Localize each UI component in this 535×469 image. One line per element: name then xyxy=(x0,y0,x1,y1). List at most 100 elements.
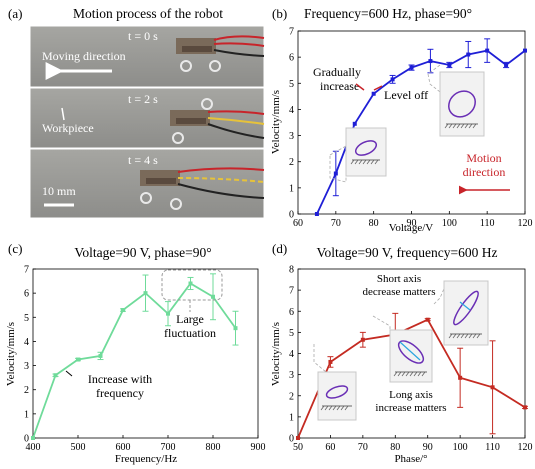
chart-d-ylabel: Velocity/mm/s xyxy=(270,322,282,386)
short-axis-marker xyxy=(459,301,471,311)
chart-c-data-point xyxy=(53,373,58,378)
photo-frame-1: t = 0 s Moving direction xyxy=(29,25,265,88)
chart-d-xtick-label: 120 xyxy=(518,442,533,453)
annotation-long-axis-2: increase matters xyxy=(375,402,446,414)
photo-frame-2: t = 2 s Workpiece xyxy=(29,87,265,149)
trajectory-inset-d1 xyxy=(313,344,357,421)
chart-c-data-point xyxy=(121,308,125,313)
workpiece-pointer xyxy=(61,107,65,121)
chart-d-xtick-label: 90 xyxy=(423,442,433,453)
chart-b-data-point xyxy=(523,48,527,53)
chart-d-ticks: 50 60 70 80 90 100 110 120 0 1 2 3 4 5 6 7 8 xyxy=(289,265,533,454)
chart-b-ytick-label: 4 xyxy=(289,105,294,116)
chart-b-ytick-label: 0 xyxy=(289,210,294,221)
panel-a-title: Motion process of the robot xyxy=(73,6,223,21)
photo-frame-3: t = 4 s 10 mm xyxy=(29,148,265,219)
chart-b-data-point xyxy=(504,62,509,67)
chart-b-xtick-label: 100 xyxy=(442,218,457,229)
chart-d-ytick-label: 1 xyxy=(289,412,294,423)
elliptical-trajectory-icon xyxy=(354,140,378,156)
chart-c-data-point xyxy=(233,326,238,331)
panel-c-label: (c) xyxy=(8,241,22,256)
annotation-large-fluctuation-2: fluctuation xyxy=(164,326,216,340)
chart-b-xtick-label: 90 xyxy=(407,218,417,229)
chart-c-data-point xyxy=(211,294,215,299)
elliptical-trajectory-icon xyxy=(453,290,479,326)
chart-d-xtick-label: 60 xyxy=(325,442,335,453)
chart-b-xtick-label: 60 xyxy=(293,218,303,229)
chart-c-xtick-label: 600 xyxy=(116,442,131,453)
chart-b-data-point xyxy=(371,91,376,96)
chart-b-ytick-label: 3 xyxy=(289,131,294,142)
chart-c-frame xyxy=(32,268,259,439)
chart-c-title: Voltage=90 V, phase=90° xyxy=(74,245,211,260)
robot-image-2 xyxy=(170,98,265,144)
chart-c-ytick-label: 2 xyxy=(24,385,29,396)
chart-d-data-point xyxy=(458,375,463,380)
trajectory-inset-b2 xyxy=(427,64,485,137)
chart-c-marks xyxy=(31,273,239,440)
chart-c-xtick-label: 900 xyxy=(251,442,266,453)
chart-c-data-point xyxy=(98,353,103,358)
chart-d-data-point xyxy=(328,359,333,364)
chart-b-data-point xyxy=(466,52,471,57)
large-fluctuation-box xyxy=(161,269,223,301)
chart-b-xtick-label: 110 xyxy=(480,218,495,229)
chart-b-data-point xyxy=(390,77,395,82)
annotation-motion-direction-1: Motion xyxy=(466,151,501,165)
chart-d-ytick-label: 7 xyxy=(289,286,294,297)
frame-2-time: t = 2 s xyxy=(128,92,158,106)
elliptical-trajectory-icon xyxy=(448,90,476,118)
annotation-level-off: Level off xyxy=(384,88,428,102)
chart-b-data-point xyxy=(428,59,433,64)
chart-d-xtick-label: 70 xyxy=(358,442,368,453)
chart-b-data-point xyxy=(314,212,319,216)
annotation-motion-direction-2: direction xyxy=(463,165,506,179)
chart-d-ytick-label: 8 xyxy=(289,265,294,276)
panel-a-label: (a) xyxy=(8,6,22,21)
chart-b-ticks: 60 70 80 90 100 110 120 0 1 2 3 4 5 6 7 xyxy=(289,27,533,230)
workpiece-label: Workpiece xyxy=(42,121,94,135)
long-axis-marker xyxy=(399,341,421,361)
chart-c-data-point xyxy=(143,291,148,296)
chart-b-ytick-label: 7 xyxy=(289,27,294,38)
chart-c-ylabel: Velocity/mm/s xyxy=(5,322,17,386)
robot-image-1 xyxy=(176,35,265,72)
trajectory-inset-d3 xyxy=(433,280,489,346)
panel-b-label: (b) xyxy=(272,6,287,21)
robot-image-3 xyxy=(140,167,265,210)
chart-c-ytick-label: 6 xyxy=(24,289,29,300)
chart-c-xtick-label: 400 xyxy=(26,442,41,453)
chart-d-ytick-label: 3 xyxy=(289,370,294,381)
chart-b-xtick-label: 120 xyxy=(518,218,533,229)
chart-b-data-point xyxy=(352,121,357,126)
chart-d-xtick-label: 110 xyxy=(485,442,500,453)
chart-b-xtick-label: 70 xyxy=(331,218,341,229)
chart-b-title: Frequency=600 Hz, phase=90° xyxy=(304,6,472,21)
chart-d-xtick-label: 80 xyxy=(390,442,400,453)
chart-b-frame xyxy=(297,30,526,215)
chart-c-data-point xyxy=(76,357,80,362)
chart-c-data-point xyxy=(31,436,35,440)
annotation-gradually-increase-pointer xyxy=(355,83,365,91)
annotation-short-axis-1: Short axis xyxy=(377,273,421,285)
chart-d-xtick-label: 50 xyxy=(293,442,303,453)
chart-c-ytick-label: 1 xyxy=(24,409,29,420)
annotation-gradually-increase-2: increase xyxy=(320,79,359,93)
chart-d-data-point xyxy=(523,405,527,410)
chart-d-ytick-label: 0 xyxy=(289,434,294,445)
moving-direction-label: Moving direction xyxy=(42,49,126,63)
elliptical-trajectory-icon xyxy=(325,385,349,399)
chart-c-ytick-label: 7 xyxy=(24,265,29,276)
chart-d-marks xyxy=(296,312,528,440)
chart-b-ytick-label: 5 xyxy=(289,79,294,90)
chart-d-ytick-label: 5 xyxy=(289,328,294,339)
annotation-increase-with-1: Increase with xyxy=(88,372,152,386)
panel-b: (b) Frequency=600 Hz, phase=90° 60 70 80 90… xyxy=(270,6,533,234)
trajectory-inset-d2 xyxy=(372,315,433,383)
chart-d-series-line xyxy=(297,318,526,439)
chart-b-data-point xyxy=(333,171,338,176)
chart-b-ytick-label: 2 xyxy=(289,157,294,168)
chart-b-ytick-label: 1 xyxy=(289,183,294,194)
